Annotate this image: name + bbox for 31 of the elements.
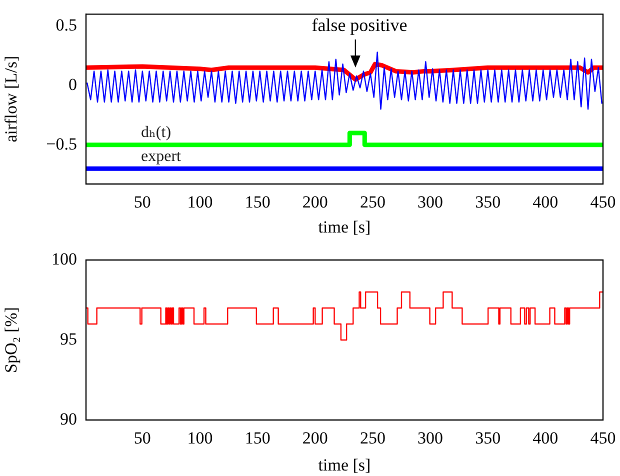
x-tick-label: 150 (244, 192, 270, 212)
x-tick-label: 450 (590, 428, 616, 448)
series-label: expert (141, 148, 182, 165)
x-tick-label: 50 (134, 428, 151, 448)
x-axis-title: time [s] (318, 455, 371, 474)
x-tick-label: 350 (475, 192, 501, 212)
x-tick-label: 100 (187, 428, 213, 448)
x-tick-label: 300 (418, 428, 444, 448)
y-tick-label: 100 (52, 249, 77, 268)
x-tick-label: 200 (302, 428, 328, 448)
x-tick-label: 250 (360, 428, 386, 448)
x-tick-label: 450 (590, 192, 616, 212)
y-tick-label: 0 (68, 74, 77, 94)
x-tick-label: 200 (302, 192, 328, 212)
x-tick-label: 100 (187, 192, 213, 212)
y-tick-label: 95 (60, 329, 77, 348)
y-axis-title: airflow [L/s] (2, 56, 21, 142)
y-tick-label: −0.5 (46, 134, 77, 154)
x-tick-label: 300 (418, 192, 444, 212)
y-axis-title: SpO₂ [%] (2, 307, 21, 373)
x-tick-label: 400 (532, 428, 558, 448)
y-tick-label: 0.5 (56, 16, 77, 35)
x-tick-label: 350 (475, 428, 501, 448)
x-tick-label: 400 (532, 192, 558, 212)
x-tick-label: 150 (244, 428, 270, 448)
y-tick-label: 90 (60, 409, 77, 428)
x-tick-label: 50 (134, 192, 151, 212)
series-label: dₕ(t) (141, 124, 172, 142)
x-tick-label: 250 (360, 192, 386, 212)
annotation: false positive (312, 15, 408, 36)
x-axis-title: time [s] (318, 217, 371, 236)
